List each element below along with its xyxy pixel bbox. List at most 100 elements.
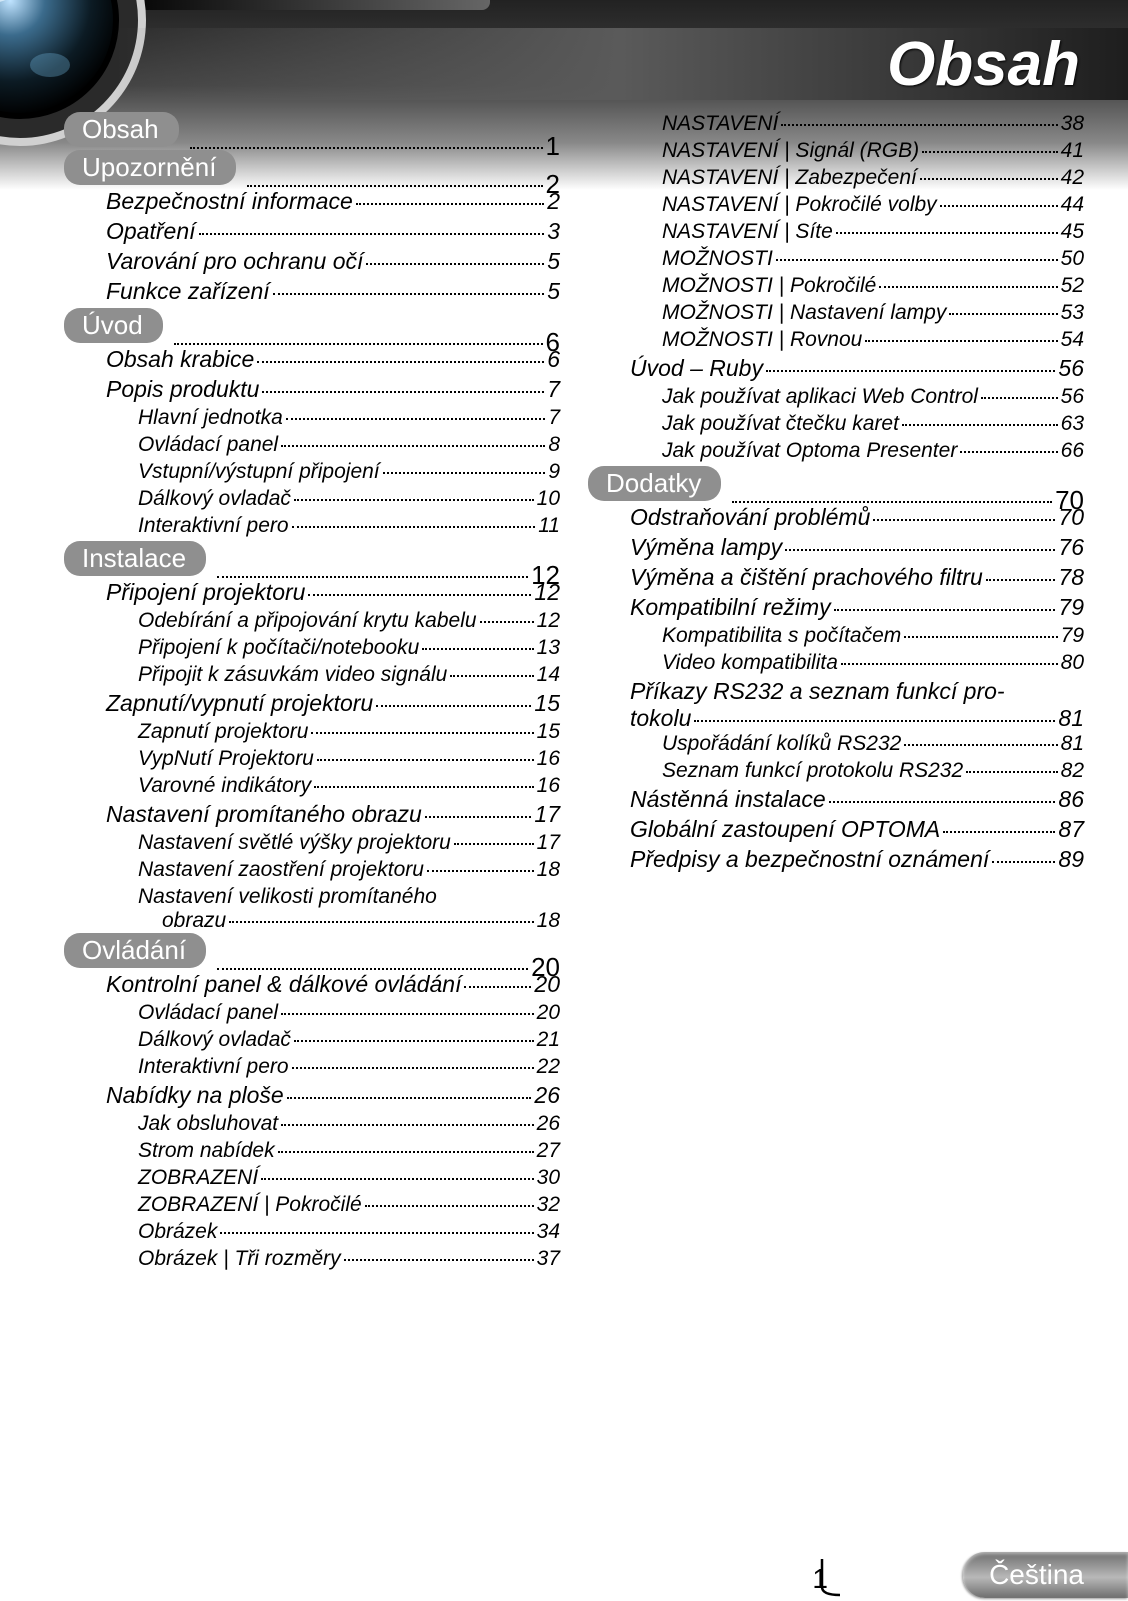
toc-label: VypNutí Projektoru [138,747,314,771]
toc-page-no: 26 [534,1082,560,1109]
toc-page-no: 17 [534,801,560,828]
toc-page-no: 18 [537,909,560,933]
leader-dots [365,1205,534,1207]
toc-entry: MOŽNOSTI | Rovnou 54 [596,328,1084,352]
toc-entry: Dálkový ovladač 10 [72,487,560,511]
toc-entry: Opatření 3 [72,218,560,245]
corner-bar [110,0,490,10]
toc-columns: Obsah Obsah 1 Upozornění Upozornění 2 Be… [72,112,1084,1529]
toc-label: Bezpečnostní informace [106,188,353,215]
leader-dots [841,663,1058,665]
toc-entry: ZOBRAZENÍ 30 [72,1166,560,1190]
toc-label: Zapnutí projektoru [138,720,308,744]
leader-dots [920,178,1058,180]
leader-dots [904,636,1057,638]
toc-label: Připojení projektoru [106,579,305,606]
toc-section-row: Upozornění Upozornění 2 [72,150,560,184]
leader-dots [943,831,1055,833]
toc-entry: NASTAVENÍ 38 [596,112,1084,136]
toc-entry: Jak používat Optoma Presenter 66 [596,439,1084,463]
toc-label: Nastavení velikosti promítaného [138,885,560,909]
toc-page-no: 13 [537,636,560,660]
toc-page-no: 30 [537,1166,560,1190]
toc-label: Funkce zařízení [106,278,270,305]
toc-page-no: 18 [537,858,560,882]
toc-entry: Strom nabídek 27 [72,1139,560,1163]
toc-section-pill: Dodatky [588,466,721,501]
leader-dots [199,233,545,235]
leader-dots [281,1013,534,1015]
toc-label: Varovné indikátory [138,774,311,798]
leader-dots [986,579,1056,581]
toc-entry: Uspořádání kolíků RS232 81 [596,732,1084,756]
toc-page-no: 26 [537,1112,560,1136]
toc-page-no: 34 [537,1220,560,1244]
toc-entry: Připojit k zásuvkám video signálu 14 [72,663,560,687]
toc-entry: NASTAVENÍ | Pokročilé volby 44 [596,193,1084,217]
toc-page-no: 79 [1058,594,1084,621]
toc-label: Interaktivní pero [138,1055,289,1079]
toc-page-no: 6 [546,327,560,358]
toc-entry: MOŽNOSTI | Nastavení lampy 53 [596,301,1084,325]
toc-section-row: Dodatky Dodatky 70 [596,466,1084,500]
leader-dots [766,370,1055,372]
leader-dots [281,1124,534,1126]
toc-entry: Interaktivní pero 11 [72,514,560,538]
toc-label: Video kompatibilita [662,651,838,675]
toc-label: NASTAVENÍ [662,112,778,136]
leader-dots [940,205,1058,207]
leader-dots [217,968,528,970]
toc-section-pill: Obsah [64,112,179,147]
toc-label: Dálkový ovladač [138,1028,291,1052]
leader-dots [220,1232,533,1234]
leader-dots [292,1067,534,1069]
leader-dots [292,526,536,528]
toc-label: Připojení k počítači/notebooku [138,636,419,660]
toc-page-no: 12 [537,609,560,633]
toc-label: MOŽNOSTI | Pokročilé [662,274,876,298]
leader-dots [344,1259,534,1261]
toc-section-row: Ovládání Ovládání 20 [72,933,560,967]
toc-label: Jak používat aplikaci Web Control [662,385,978,409]
toc-label: Kompatibilní režimy [630,594,831,621]
page-number-flourish-icon [816,1557,846,1597]
toc-page-no: 5 [547,248,560,275]
toc-label: Seznam funkcí protokolu RS232 [662,759,963,783]
toc-label: Strom nabídek [138,1139,275,1163]
leader-dots [294,1040,534,1042]
leader-dots [286,418,546,420]
leader-dots [281,445,545,447]
toc-page-no: 7 [547,376,560,403]
toc-page-no: 15 [537,720,560,744]
toc-section-pill: Instalace [64,541,206,576]
toc-entry: Nastavení světlé výšky projektoru 17 [72,831,560,855]
toc-entry: Kontrolní panel & dálkové ovládání 20 [72,971,560,998]
toc-entry: Nastavení zaostření projektoru 18 [72,858,560,882]
toc-page-no: 12 [531,560,560,591]
leader-dots [865,340,1057,342]
toc-page-no: 21 [537,1028,560,1052]
leader-dots [278,1151,534,1153]
toc-entry: Obrázek 34 [72,1220,560,1244]
toc-entry: MOŽNOSTI | Pokročilé 52 [596,274,1084,298]
leader-dots [311,732,533,734]
toc-label: Ovládací panel [138,1001,278,1025]
toc-label: Popis produktu [106,376,259,403]
toc-page-no: 54 [1061,328,1084,352]
toc-entry: Jak obsluhovat 26 [72,1112,560,1136]
toc-page-no: 81 [1058,705,1084,732]
leader-dots [834,609,1056,611]
toc-entry: Obsah krabice 6 [72,346,560,373]
toc-section-pill: Ovládání [64,933,206,968]
toc-label: Varování pro ochranu očí [106,248,363,275]
toc-label: Hlavní jednotka [138,406,283,430]
leader-dots [922,151,1058,153]
toc-entry: Připojení k počítači/notebooku 13 [72,636,560,660]
toc-label: Jak používat Optoma Presenter [662,439,957,463]
leader-dots [966,771,1057,773]
toc-label: Ovládací panel [138,433,278,457]
toc-label: Výměna lampy [630,534,782,561]
leader-dots [836,232,1058,234]
toc-page-no: 45 [1061,220,1084,244]
toc-label: ZOBRAZENÍ | Pokročilé [138,1193,362,1217]
